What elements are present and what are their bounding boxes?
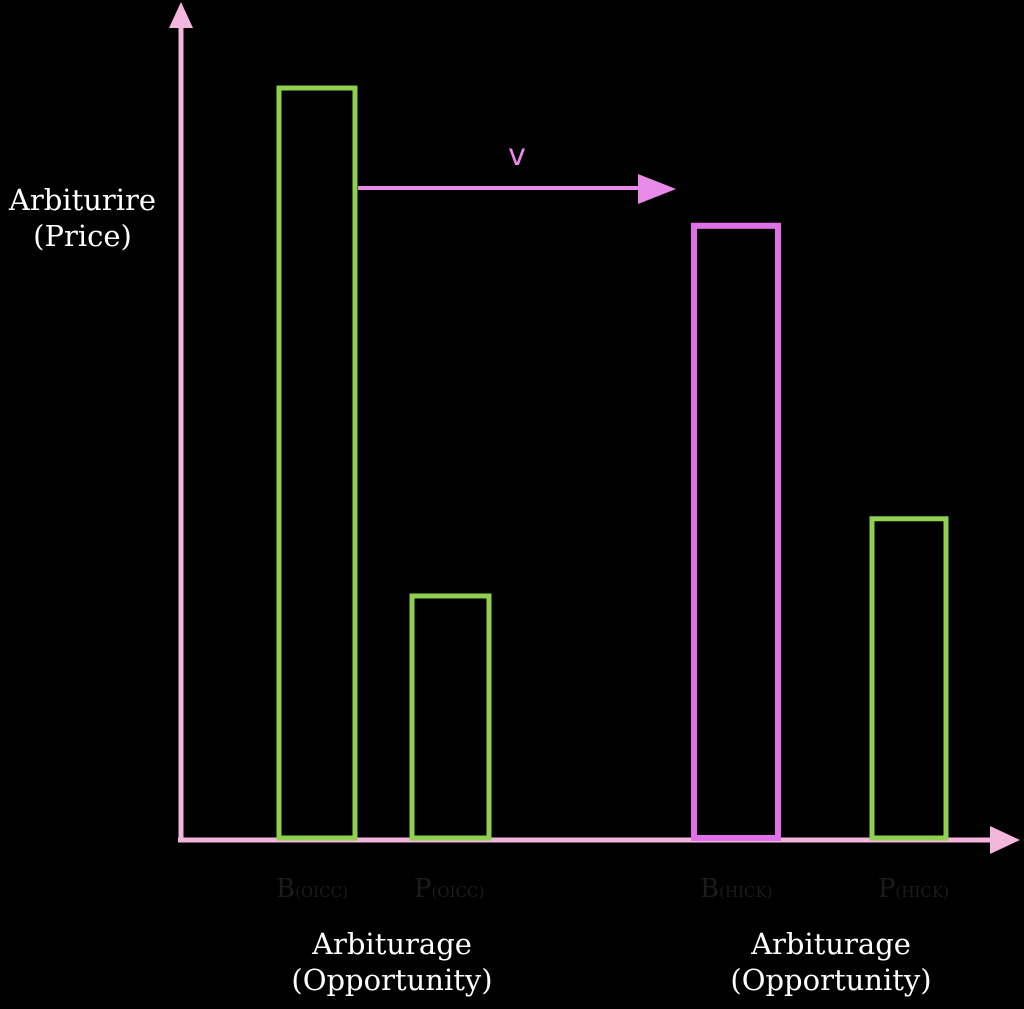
group-label-line2: (Opportunity) bbox=[730, 963, 932, 997]
bar-label-3: B(HICK) bbox=[700, 874, 773, 904]
bar-label-1: B(OICC) bbox=[276, 874, 348, 904]
y-label-line2: (Price) bbox=[33, 219, 132, 253]
group-label-line2: (Opportunity) bbox=[291, 963, 493, 997]
bar-3 bbox=[691, 222, 781, 842]
bar-4 bbox=[869, 516, 949, 841]
group-label-line1: Arbiturage bbox=[312, 927, 472, 961]
bar-2 bbox=[409, 593, 492, 841]
group-label-right: Arbiturage (Opportunity) bbox=[696, 926, 966, 998]
group-label-left: Arbiturage (Opportunity) bbox=[262, 926, 522, 998]
arrow-label: v bbox=[508, 138, 526, 173]
y-axis-arrowhead bbox=[169, 2, 193, 28]
y-axis-label: Arbiturire (Price) bbox=[0, 182, 165, 254]
bar-label-2: P(OICC) bbox=[414, 874, 485, 904]
y-label-line1: Arbiturire bbox=[8, 183, 157, 217]
bar-1 bbox=[276, 85, 358, 841]
bar-label-4: P(HICK) bbox=[878, 874, 949, 904]
x-axis-arrowhead bbox=[990, 826, 1020, 854]
group-label-line1: Arbiturage bbox=[751, 927, 911, 961]
transfer-arrowhead bbox=[638, 174, 676, 204]
